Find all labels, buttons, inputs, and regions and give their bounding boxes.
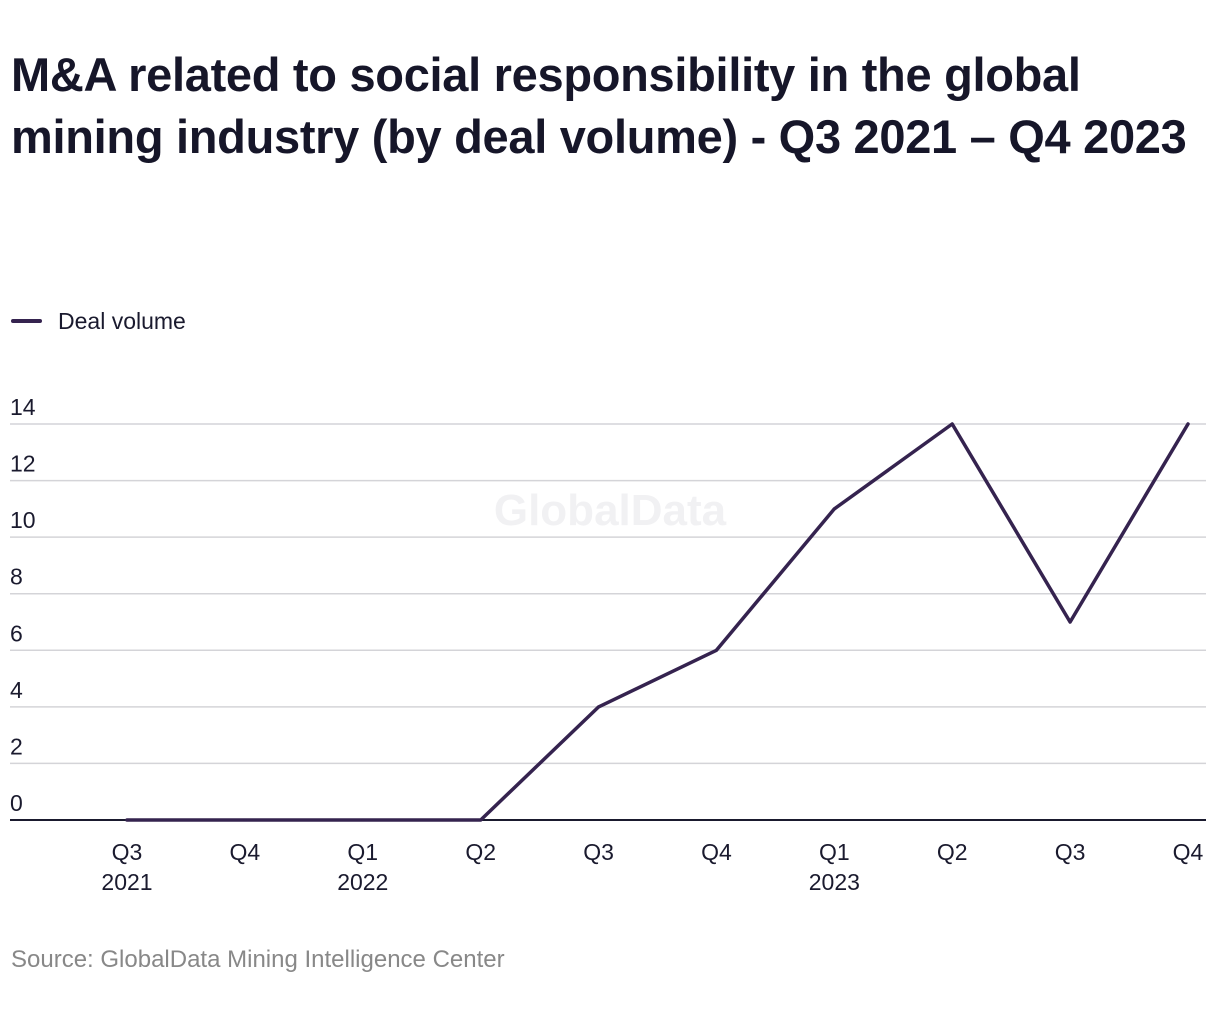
y-tick-label-2: 2 — [10, 733, 23, 759]
x-tick-label-2: Q1 — [347, 839, 378, 865]
y-tick-label-14: 14 — [10, 394, 36, 420]
x-tick-label-9: Q4 — [1173, 839, 1204, 865]
y-axis-ticks: 0 2 4 6 8 10 12 14 — [10, 394, 36, 816]
x-tick-year-2: 2022 — [337, 869, 388, 895]
legend-label-deal-volume: Deal volume — [58, 307, 186, 334]
data-point-1 — [243, 818, 247, 822]
x-tick-label-0: Q3 — [112, 839, 143, 865]
data-point-8 — [1068, 620, 1072, 624]
source-note: Source: GlobalData Mining Intelligence C… — [11, 946, 505, 973]
data-point-3 — [479, 818, 483, 822]
y-tick-label-6: 6 — [10, 620, 23, 646]
data-point-2 — [361, 818, 365, 822]
x-tick-label-1: Q4 — [230, 839, 261, 865]
data-point-7 — [950, 422, 954, 426]
grid-lines — [10, 423, 1206, 821]
x-axis-ticks: Q3 2021 Q4 Q1 2022 Q2 Q3 Q4 Q1 2023 Q2 Q3 Q4 — [101, 839, 1203, 895]
x-tick-label-7: Q2 — [937, 839, 968, 865]
x-tick-label-6: Q1 — [819, 839, 850, 865]
legend-swatch — [11, 319, 42, 323]
data-point-6 — [832, 507, 836, 511]
y-tick-label-4: 4 — [10, 677, 23, 703]
y-tick-label-12: 12 — [10, 451, 36, 477]
legend: Deal volume — [11, 306, 186, 336]
x-tick-year-6: 2023 — [809, 869, 860, 895]
y-tick-label-0: 0 — [10, 790, 23, 816]
watermark-text: GlobalData — [494, 486, 727, 535]
data-point-5 — [714, 648, 718, 652]
y-tick-label-8: 8 — [10, 564, 23, 590]
data-point-4 — [597, 705, 601, 709]
chart-title: M&A related to social responsibility in … — [11, 48, 1187, 163]
series-layer — [125, 422, 1190, 822]
y-tick-label-10: 10 — [10, 507, 36, 533]
x-tick-label-8: Q3 — [1055, 839, 1086, 865]
data-point-9 — [1186, 422, 1190, 426]
x-tick-label-5: Q4 — [701, 839, 732, 865]
x-tick-label-4: Q3 — [583, 839, 614, 865]
x-tick-label-3: Q2 — [465, 839, 496, 865]
data-point-0 — [125, 818, 129, 822]
x-tick-year-0: 2021 — [101, 869, 152, 895]
series-line-0 — [125, 422, 1190, 822]
